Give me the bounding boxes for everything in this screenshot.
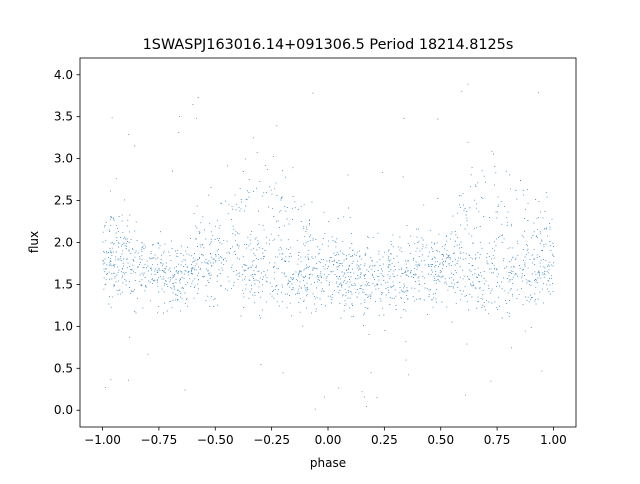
flux-data-points [102,83,555,410]
y-tick-label: 1.5 [54,277,73,291]
y-tick-label: 1.0 [54,319,73,333]
x-tick-label: 1.00 [540,433,567,447]
y-tick-label: 3.5 [54,110,73,124]
scatter-points [102,83,555,410]
y-axis-ticks: 0.0 0.5 1.0 1.5 2.0 2.5 3.0 3.5 4.0 [54,68,80,417]
x-tick-label: 0.50 [427,433,454,447]
y-tick-label: 4.0 [54,68,73,82]
y-axis-label: flux [27,231,41,253]
y-tick-label: 3.0 [54,152,73,166]
x-axis-label: phase [310,456,346,470]
x-tick-label: −0.25 [253,433,290,447]
y-tick-label: 2.0 [54,236,73,250]
y-tick-label: 2.5 [54,194,73,208]
x-axis-ticks: −1.00 −0.75 −0.50 −0.25 0.00 0.25 0.50 0.75 1.00 [84,427,567,447]
chart-title: 1SWASPJ163016.14+091306.5 Period 18214.8… [143,37,514,53]
x-tick-label: −0.75 [141,433,178,447]
x-tick-label: −1.00 [84,433,121,447]
x-tick-label: 0.00 [315,433,342,447]
y-tick-label: 0.5 [54,361,73,375]
x-tick-label: 0.25 [371,433,398,447]
x-tick-label: −0.50 [197,433,234,447]
x-tick-label: 0.75 [484,433,511,447]
y-tick-label: 0.0 [54,403,73,417]
